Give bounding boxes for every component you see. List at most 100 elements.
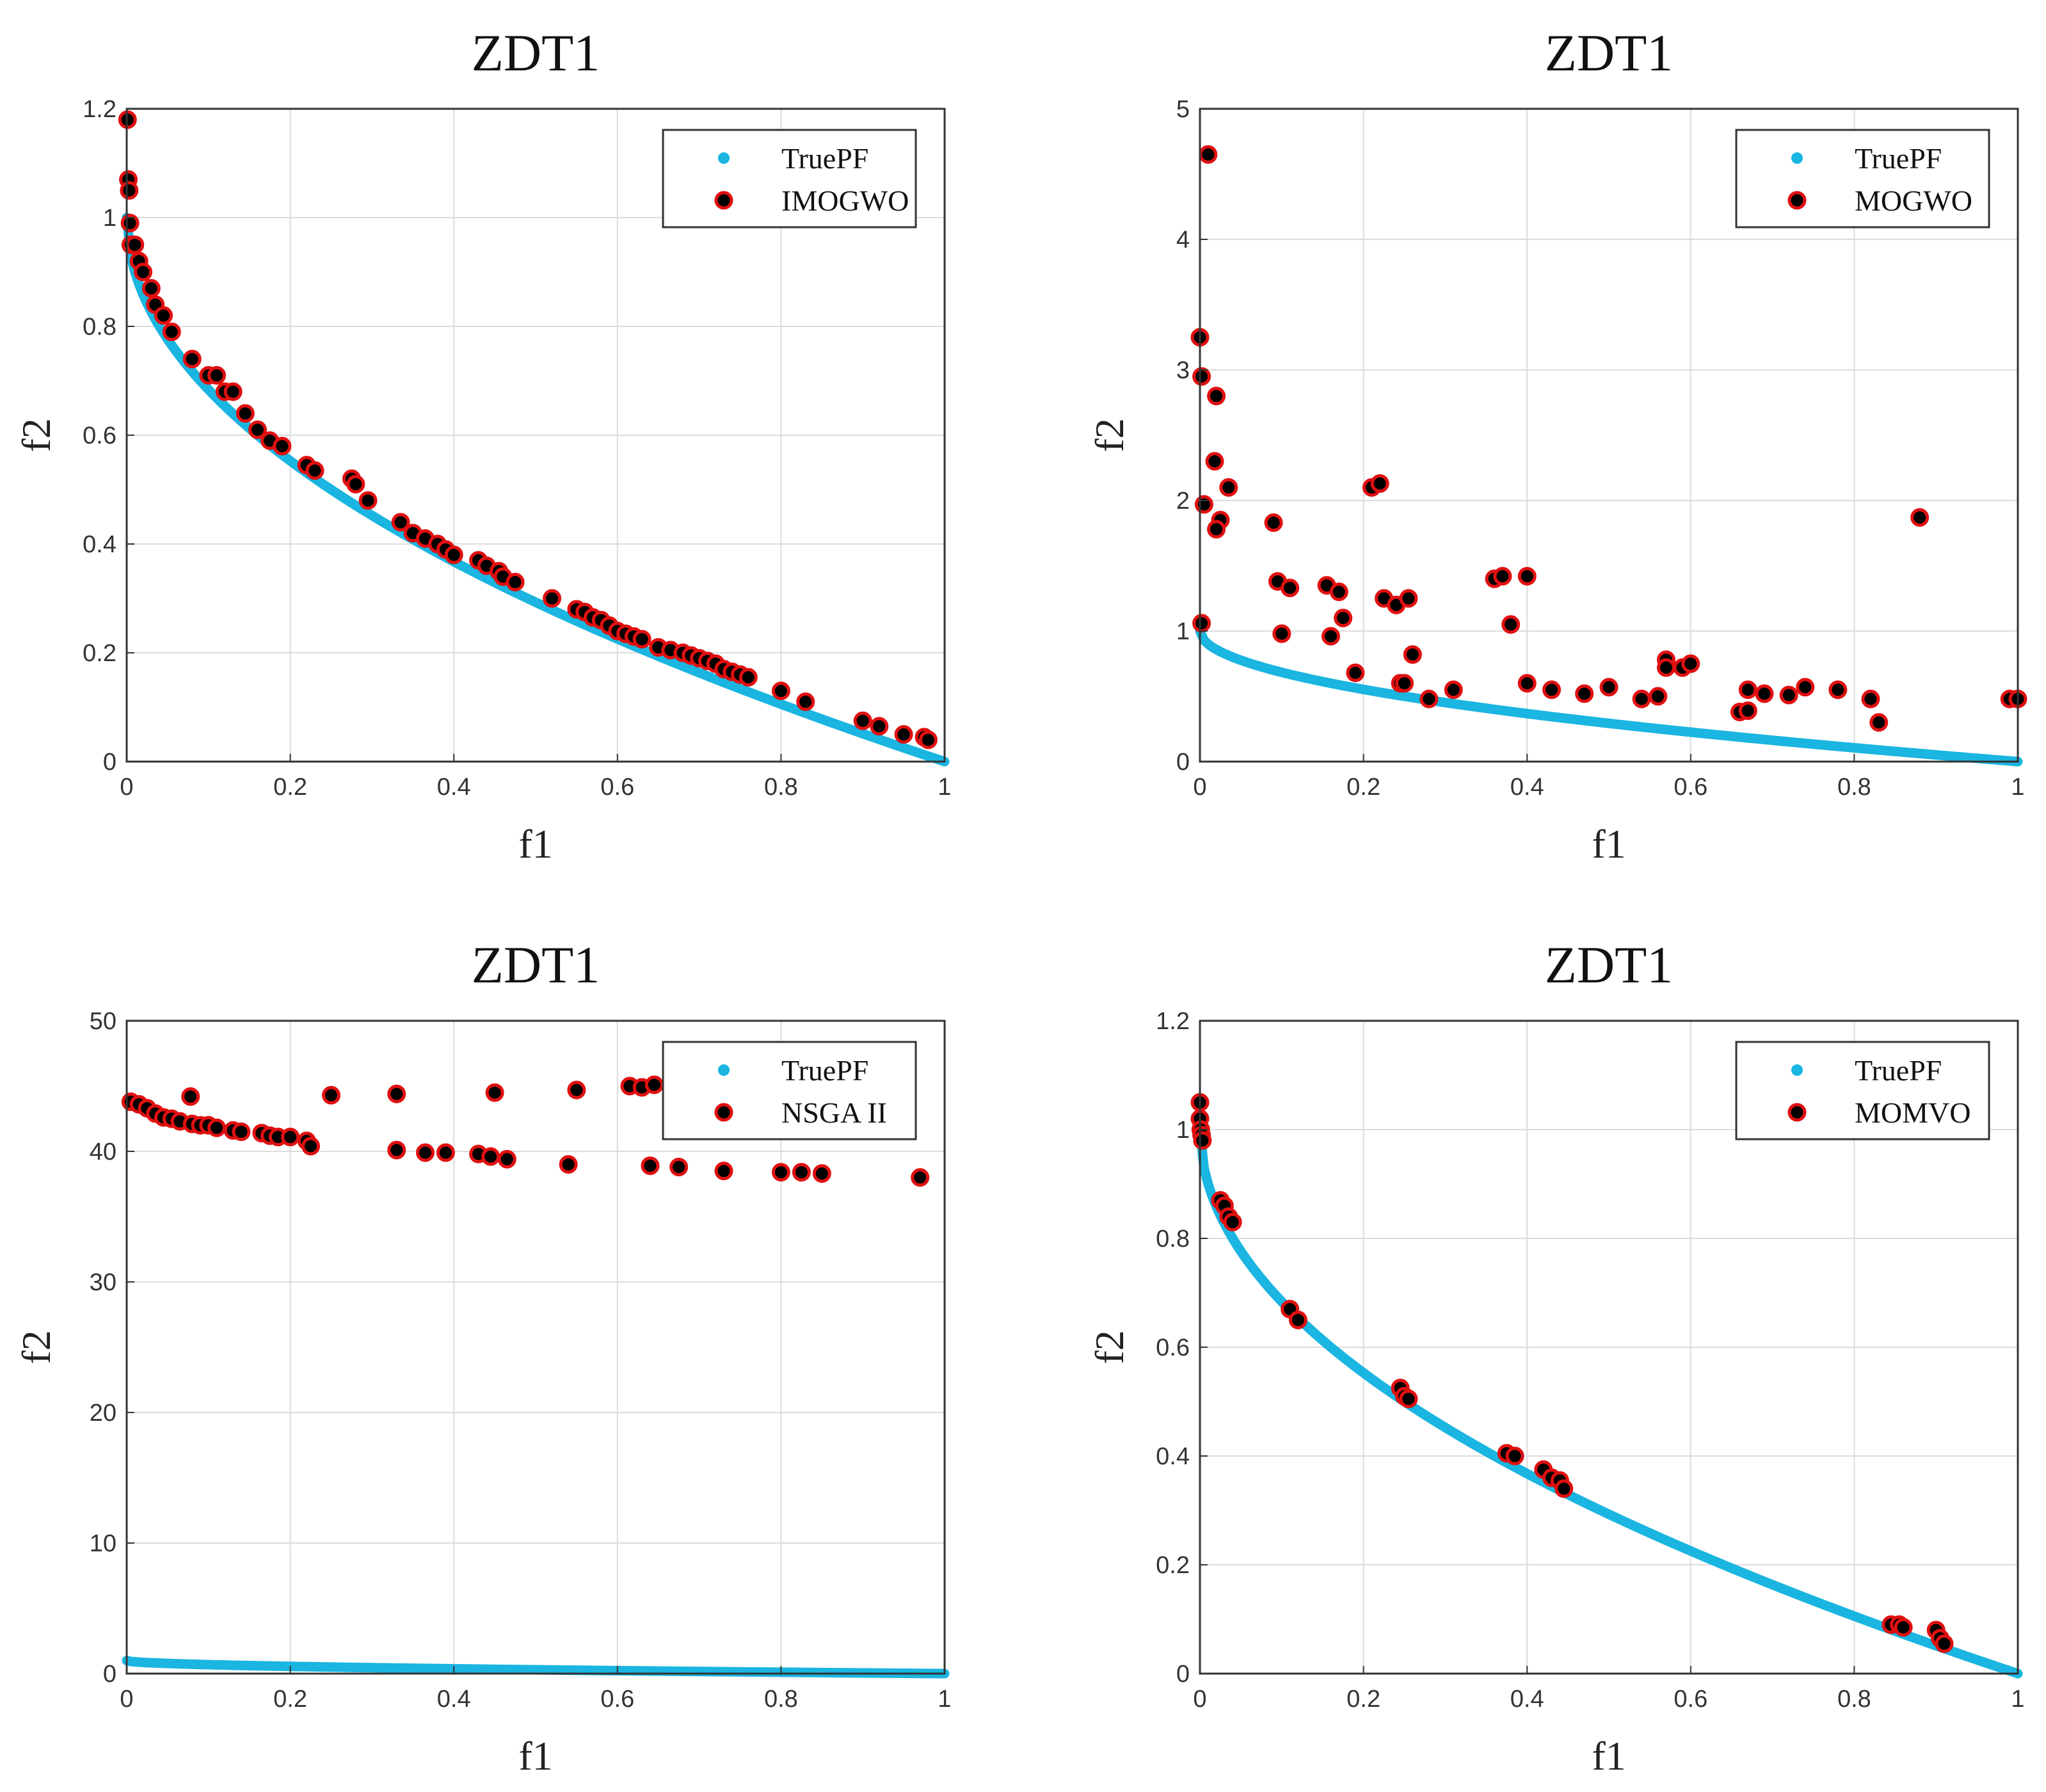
data-point [134,262,153,282]
y-tick-label: 5 [1176,96,1190,123]
chart-panel-2: 0 0.2 0.4 0.6 0.8 1 0 1 2 3 4 5 ZDT1 f1 f2 TruePF MOGWO [1087,24,2027,867]
data-point [1517,674,1537,693]
chart-title: ZDT1 [1545,24,1673,82]
x-axis-label: f1 [518,1733,552,1779]
data-point [632,630,651,649]
data-point [141,279,161,298]
data-point [1207,387,1226,406]
data-point [1288,1311,1307,1329]
data-point [1517,566,1537,586]
data-point [1493,566,1512,586]
truepf-curve [1195,626,2023,767]
y-tick-label: 30 [90,1269,116,1296]
data-point [322,1085,340,1105]
x-tick-label: 1 [938,774,951,801]
y-tick-label: 40 [90,1139,116,1165]
data-point [1910,508,1930,527]
data-point [415,1143,435,1162]
chart-title: ZDT1 [1545,936,1673,994]
y-tick-label: 0 [103,749,116,776]
data-point [812,1164,831,1183]
data-point [1869,713,1889,732]
y-tick-label: 1.2 [1156,1008,1190,1035]
x-tick-label: 0.4 [437,1686,471,1713]
data-point [387,1140,406,1160]
legend-truepf-label: TruePF [1855,142,1942,175]
data-point [125,236,145,254]
y-tick-label: 2 [1176,488,1190,515]
x-tick-label: 0.2 [273,774,307,801]
legend-box [1735,1041,1990,1140]
data-point [1894,1618,1913,1637]
data-point [346,475,365,493]
data-point [1649,687,1668,706]
legend: TruePF MOGWO [1735,129,1990,228]
data-point [1192,367,1211,386]
y-tick-label: 1 [103,205,116,232]
data-point [1199,145,1218,164]
data-point [1329,582,1348,602]
x-tick-label: 0.8 [1837,774,1871,801]
data-point [1779,685,1798,705]
data-point [1501,615,1521,634]
y-tick-label: 0.8 [1156,1226,1190,1252]
data-point [236,404,255,423]
data-point [485,1083,504,1102]
data-point [1207,520,1226,539]
data-point [281,1128,300,1147]
x-tick-label: 0 [1193,1686,1206,1713]
data-point [1828,680,1848,700]
x-tick-label: 1 [2011,1686,2024,1713]
data-point [1575,684,1594,703]
data-point [853,711,872,730]
data-point [1192,614,1211,633]
data-point [120,181,139,200]
x-tick-label: 0.6 [1674,774,1707,801]
truepf-curve [122,212,950,767]
legend-algorithm-marker [1787,191,1807,210]
data-point [1738,701,1757,720]
data-point [273,436,292,456]
data-point [1861,689,1880,708]
plot-frame [125,1020,946,1675]
data-point [444,545,463,564]
data-point [1632,689,1651,708]
plot-frame [1199,108,2019,763]
x-tick-label: 0.8 [764,774,798,801]
data-point [771,1163,790,1182]
legend: TruePF NSGA II [662,1041,917,1140]
data-point [559,1155,578,1174]
legend-truepf-marker [718,1064,730,1076]
data-point [669,1157,689,1176]
truepf-curve [1195,1124,2023,1679]
y-tick-label: 50 [90,1008,116,1035]
data-point [181,1087,200,1106]
x-tick-label: 0.4 [1510,1686,1544,1713]
data-point [1272,624,1291,643]
data-point [1554,1479,1574,1498]
data-point [918,730,938,749]
x-tick-label: 0.4 [1510,774,1544,801]
y-tick-label: 20 [90,1400,116,1427]
y-tick-label: 10 [90,1530,116,1557]
legend-box [662,1041,917,1140]
legend-truepf-marker [1791,152,1803,164]
x-tick-label: 0 [1193,774,1206,801]
legend-algorithm-label: MOGWO [1855,184,1972,217]
x-tick-label: 0.6 [600,774,634,801]
data-point [567,1080,586,1100]
x-axis-label: f1 [1592,1733,1626,1779]
data-point [1505,1446,1524,1466]
x-tick-label: 0.8 [1837,1686,1871,1713]
data-point [1264,513,1283,532]
data-point [1395,674,1414,693]
y-axis-label: f2 [1087,1330,1132,1364]
legend-box [1735,129,1990,228]
y-tick-label: 1 [1176,618,1190,645]
legend-algorithm-marker [714,191,733,210]
data-point [1281,579,1300,598]
data-point [391,513,410,532]
x-tick-label: 0 [120,774,133,801]
data-point [301,1137,321,1156]
data-point [497,1149,516,1169]
